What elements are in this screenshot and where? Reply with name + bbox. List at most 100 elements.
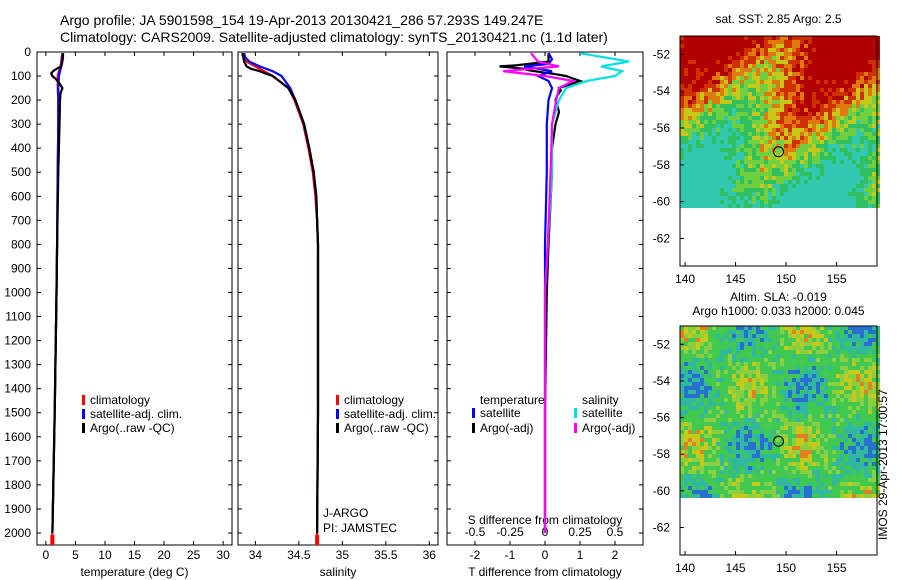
y-tick-label: 1000 [4,285,31,299]
salinity-frame [237,51,439,546]
sst-map: -52 -54 -56 -58 -60 -62 140 145 150 155 sat. SST: … [653,12,880,286]
salinity-panel: 34 34.5 35 35.5 36 salinity climatologysatelli… [237,51,439,579]
map-y-tick-label: -60 [653,195,671,209]
y-tick-label: 500 [11,165,31,179]
bottom-marker [315,535,320,545]
salinity-line-satellite-adj. clim. [243,52,320,534]
top-x-tick-label: -0.25 [496,525,524,539]
legend-entry: climatology [90,393,150,407]
diff-line-T-Argo(-adj) [499,53,584,533]
map-x-tick-label: 145 [726,272,746,286]
y-tick-label: 1300 [4,358,31,372]
top-x-tick-label: -0.5 [465,525,486,539]
y-tick-label: 400 [11,141,31,155]
map-subtitle: Argo h1000: 0.033 h2000: 0.045 [692,304,864,318]
y-tick-label: 700 [11,213,31,227]
map-y-tick-label: -52 [653,337,671,351]
annotation-pi: PI: JAMSTEC [323,521,397,535]
map-x-tick-label: 150 [776,272,796,286]
legend-swatch [472,408,475,418]
y-tick-label: 1700 [4,454,31,468]
x-axis-label: salinity [320,565,357,579]
legend-header-salinity: salinity [582,393,619,407]
y-tick-label: 100 [11,69,31,83]
map-y-tick-label: -58 [653,158,671,172]
y-tick-label: 1800 [4,478,31,492]
bottom-marker [50,535,55,545]
x-tick-label: 15 [128,548,142,562]
temperature-line-Argo(..raw -QC) [49,53,65,534]
legend-entry: climatology [344,393,404,407]
map-y-tick-label: -60 [653,484,671,498]
x-tick-label: 30 [216,548,230,562]
legend-entry: Argo(..raw -QC) [90,421,175,435]
legend-swatch [336,423,339,433]
legend-entry: satellite [480,406,521,420]
map-x-tick-label: 150 [776,561,796,575]
x-tick-label: -2 [470,548,481,562]
legend-swatch [574,408,577,418]
legend-entry: Argo(-adj) [480,421,533,435]
x-tick-label: -1 [505,548,516,562]
x-tick-label: 35.5 [374,548,398,562]
map-y-tick-label: -62 [653,231,671,245]
sla-map: -52 -54 -56 -58 -60 -62 140 145 150 155 Altim. SLA… [653,290,880,575]
top-x-tick-label: 0.5 [607,525,624,539]
x-axis-label: T difference from climatology [468,565,622,579]
map-x-tick-label: 140 [675,272,695,286]
legend-swatch [574,423,577,433]
y-tick-label: 300 [11,117,31,131]
imos-timestamp: IMOS 29-Apr-2013 17:00:57 [876,389,890,540]
x-tick-label: 0 [542,548,549,562]
x-tick-label: 35 [336,548,350,562]
diff-line-S-Argo(-adj) [502,52,577,533]
x-tick-label: 2 [612,548,619,562]
y-tick-label: 900 [11,261,31,275]
map-title: sat. SST: 2.85 Argo: 2.5 [715,12,841,26]
map-title: Altim. SLA: -0.019 [730,290,827,304]
x-tick-label: 10 [98,548,112,562]
y-tick-label: 1400 [4,382,31,396]
legend-swatch [82,409,85,419]
x-tick-label: 34 [249,548,263,562]
map-x-tick-label: 140 [675,561,695,575]
temperature-frame [36,51,233,546]
sla-map-frame [679,325,878,556]
climatology-title: Climatology: CARS2009. Satellite-adjuste… [60,29,608,45]
temperature-panel: 0100200300400500600700800900100011001200… [4,45,233,579]
map-y-tick-label: -62 [653,521,671,535]
legend-entry: Argo(-adj) [582,421,635,435]
float-position-marker [772,146,784,158]
x-tick-label: 5 [72,548,79,562]
map-y-tick-label: -52 [653,47,671,61]
y-tick-label: 800 [11,237,31,251]
difference-panel: -2 -1 0 1 2 T difference from climatology -0.5… [446,51,644,579]
y-tick-label: 1600 [4,430,31,444]
legend-entry: satellite [582,406,623,420]
y-tick-label: 600 [11,189,31,203]
sst-map-frame [679,35,878,267]
y-tick-label: 0 [24,45,31,59]
profile-title: Argo profile: JA 5901598_154 19-Apr-2013… [60,12,544,28]
map-y-tick-label: -56 [653,121,671,135]
top-x-tick-label: 0.25 [568,525,592,539]
diff-line-T-satellite [523,52,554,533]
float-position-marker [772,435,784,447]
y-tick-label: 1100 [5,310,31,324]
x-axis-label: temperature (deg C) [80,565,188,579]
map-x-tick-label: 155 [827,561,847,575]
x-tick-label: 0 [43,548,50,562]
y-tick-label: 2000 [4,526,31,540]
map-y-tick-label: -54 [653,374,671,388]
map-x-tick-label: 155 [827,272,847,286]
y-tick-label: 1200 [4,334,31,348]
legend-swatch [82,395,85,405]
legend-swatch [336,409,339,419]
legend-entry: satellite-adj. clim. [344,407,436,421]
map-y-tick-label: -54 [653,84,671,98]
salinity-line-Argo(..raw -QC) [241,52,320,534]
x-tick-label: 20 [157,548,171,562]
y-tick-label: 1500 [4,406,31,420]
map-x-tick-label: 145 [726,561,746,575]
